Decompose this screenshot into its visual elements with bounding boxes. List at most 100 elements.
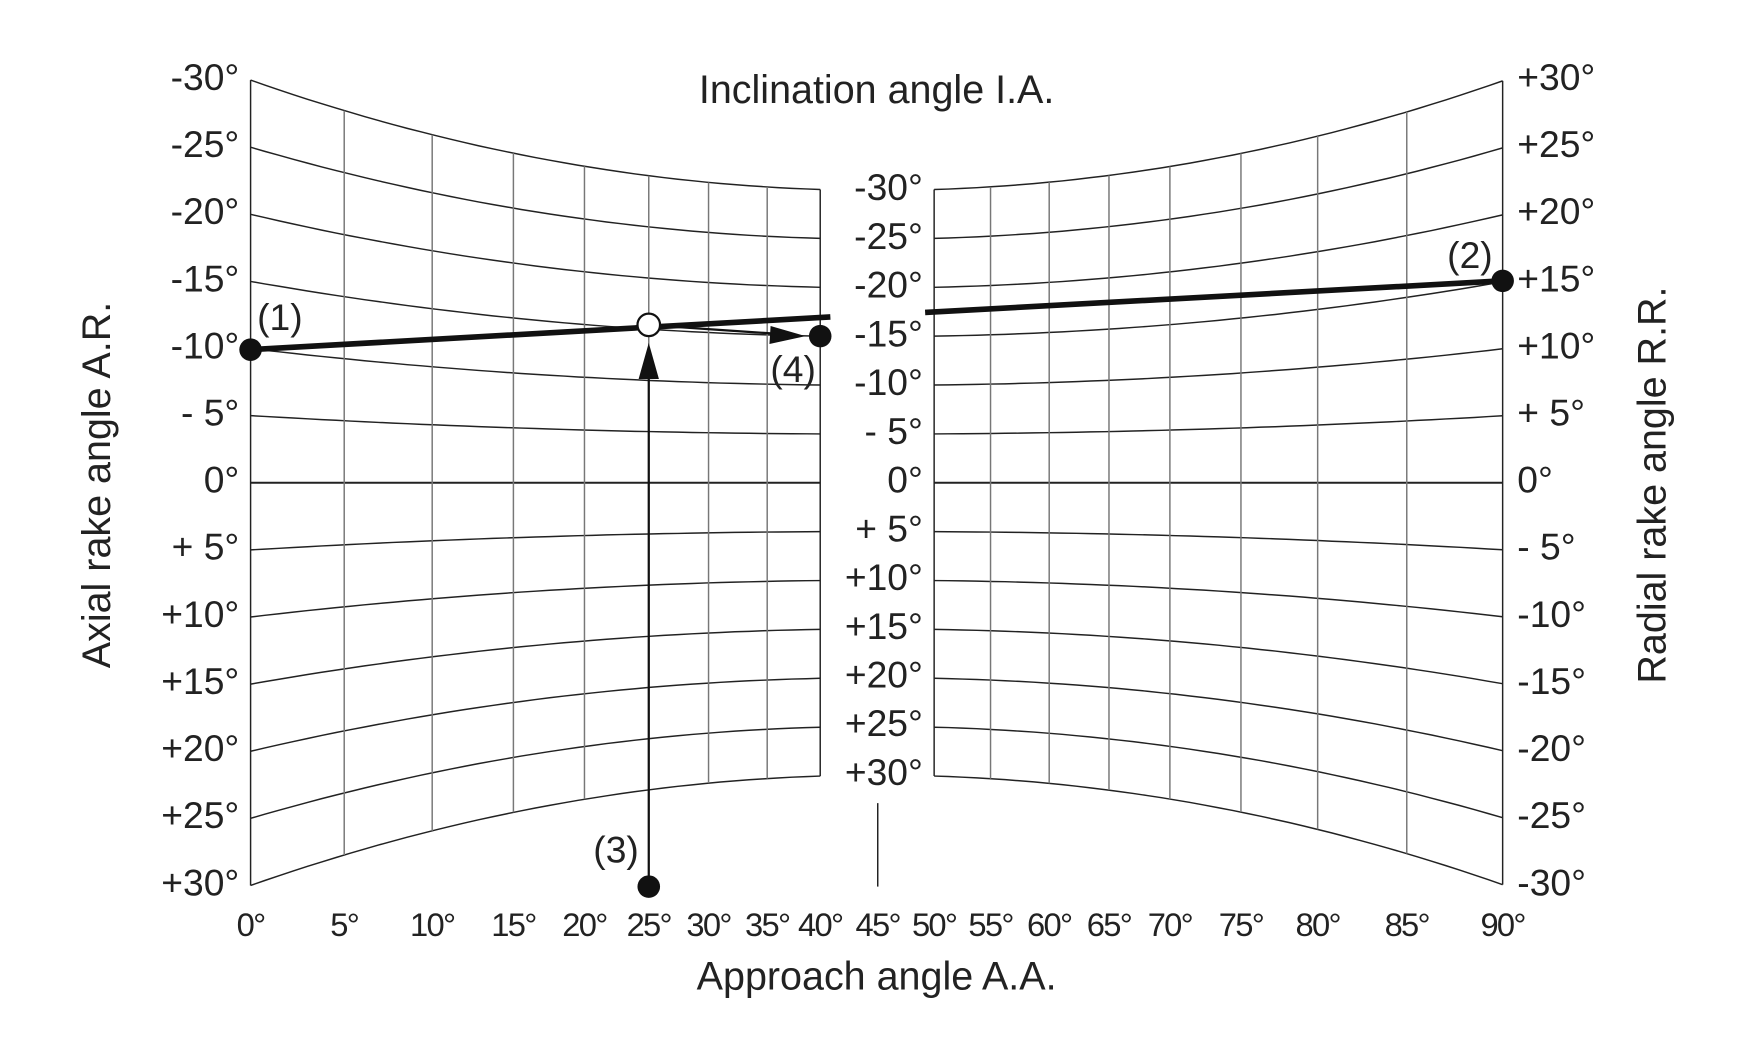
bottom-label: 25° — [627, 906, 672, 943]
center-label: +15° — [845, 605, 923, 647]
right-label: +15° — [1517, 257, 1595, 299]
left-label: -30° — [171, 56, 240, 98]
left-label: - 5° — [181, 391, 239, 433]
arrow-head — [638, 342, 659, 380]
grid-curve — [934, 80, 1503, 191]
point-label: (2) — [1447, 234, 1493, 276]
grid-curve — [250, 347, 821, 386]
bottom-label: 35° — [745, 906, 790, 943]
right-label: -20° — [1517, 727, 1586, 769]
center-label: +10° — [845, 556, 923, 598]
bottom-label: 65° — [1087, 906, 1132, 943]
top-title: Inclination angle I.A. — [699, 68, 1054, 112]
center-label: - 5° — [865, 410, 923, 452]
point — [1491, 269, 1514, 293]
center-label: +20° — [845, 654, 923, 696]
right-label: +20° — [1517, 190, 1595, 232]
bottom-label: 70° — [1148, 906, 1193, 943]
bottom-label: 90° — [1480, 906, 1525, 943]
grid-curve — [250, 146, 821, 240]
right-label: 0° — [1517, 459, 1553, 501]
right-label: -25° — [1517, 794, 1586, 836]
left-label: +30° — [161, 861, 239, 903]
center-label: -25° — [854, 215, 923, 257]
heavy-line — [924, 278, 1503, 316]
grid-curve — [250, 579, 821, 618]
grid-curve — [250, 79, 821, 191]
grid-curve — [934, 415, 1503, 435]
grid-curve — [250, 530, 821, 551]
center-label: -30° — [854, 166, 923, 208]
grid-curve — [250, 280, 821, 337]
x-axis-title: Approach angle A.A. — [697, 955, 1057, 999]
left-label: +25° — [161, 794, 239, 836]
right-label: -10° — [1517, 593, 1586, 635]
bottom-label: 20° — [562, 906, 607, 943]
grid-curve — [250, 628, 821, 685]
grid-curve — [934, 677, 1503, 752]
right-label: + 5° — [1517, 391, 1585, 433]
point — [808, 324, 832, 348]
grid-curve — [250, 213, 821, 289]
center-label: -10° — [854, 361, 923, 403]
grid-curve — [934, 214, 1503, 289]
left-label: +15° — [161, 660, 239, 702]
left-label: + 5° — [172, 526, 240, 568]
bottom-label: 45° — [856, 906, 901, 943]
grid-curve — [934, 726, 1503, 819]
grid-curve — [250, 677, 821, 752]
right-label: -15° — [1517, 660, 1586, 702]
bottom-label: 10° — [410, 906, 455, 943]
bottom-label: 15° — [491, 906, 536, 943]
center-label: -15° — [854, 312, 923, 354]
center-label: -20° — [854, 264, 923, 306]
bottom-label: 55° — [968, 906, 1013, 943]
center-label: + 5° — [855, 507, 923, 549]
right-axis-title: Radial rake angle R.R. — [1630, 286, 1674, 683]
arrow-head — [769, 325, 806, 345]
bottom-label: 5° — [330, 906, 358, 943]
bottom-label: 0° — [237, 906, 265, 943]
grid-curve — [934, 348, 1503, 386]
left-label: -25° — [171, 123, 240, 165]
grid-curve — [934, 281, 1503, 337]
bottom-label: 40° — [798, 906, 843, 943]
left-label: -10° — [171, 324, 240, 366]
center-label: +30° — [845, 751, 923, 793]
point — [239, 338, 262, 361]
grid-curve — [934, 530, 1503, 551]
bottom-label: 75° — [1219, 906, 1264, 943]
left-label: -15° — [171, 257, 240, 299]
right-label: +30° — [1517, 56, 1595, 98]
bottom-label: 50° — [912, 906, 957, 943]
right-label: - 5° — [1517, 526, 1575, 568]
labels: 0° 5° 10° 15° 20° 25° 30° 35° 40° 45° 50° 55° 60° 65°… — [161, 56, 1595, 943]
center-label: +25° — [845, 702, 923, 744]
left-label: +20° — [161, 727, 239, 769]
grid-curve — [934, 628, 1503, 685]
point-label: (1) — [257, 296, 303, 338]
grid-curve — [934, 775, 1503, 886]
point-label: (4) — [770, 348, 816, 390]
grid-curve — [934, 147, 1503, 240]
arrow — [662, 324, 779, 336]
grid — [249, 79, 1504, 887]
grid-curve — [250, 775, 821, 887]
point-label: (3) — [593, 829, 639, 871]
grid-curve — [934, 579, 1503, 618]
point — [637, 875, 661, 898]
left-axis-title: Axial rake angle A.R. — [75, 302, 119, 668]
left-label: -20° — [171, 190, 240, 232]
bottom-label: 60° — [1027, 906, 1072, 943]
center-label: 0° — [887, 459, 923, 501]
bottom-label: 30° — [686, 906, 731, 943]
grid-curve — [250, 414, 821, 435]
left-label: +10° — [161, 593, 239, 635]
construction — [239, 269, 1514, 898]
left-label: 0° — [204, 459, 240, 501]
right-label: +10° — [1517, 324, 1595, 366]
right-label: -30° — [1517, 861, 1586, 903]
grid-curve — [250, 726, 821, 820]
bottom-label: 85° — [1385, 906, 1430, 943]
